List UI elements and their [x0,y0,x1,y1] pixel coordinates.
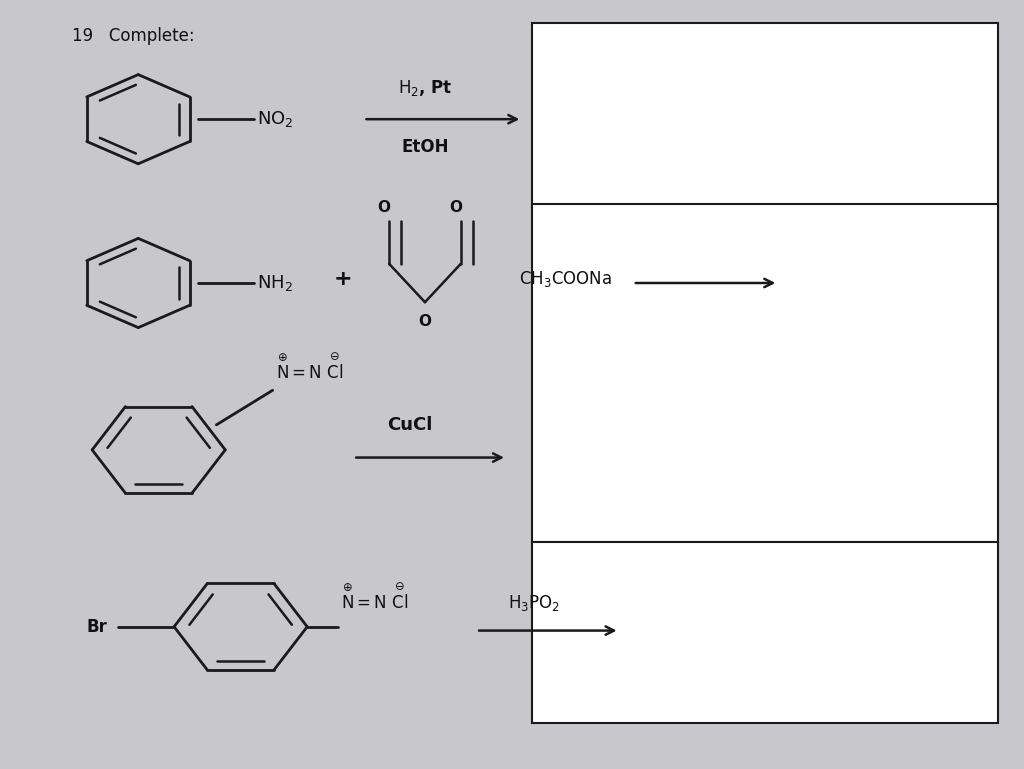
Text: $\overset{\oplus}{\mathrm{N}}{=}\mathrm{N}\ \overset{\ominus}{\mathrm{Cl}}$: $\overset{\oplus}{\mathrm{N}}{=}\mathrm{… [275,353,343,382]
Bar [532,23,998,208]
Bar [655,208,998,392]
Text: $\mathrm{H_2}$, Pt: $\mathrm{H_2}$, Pt [397,78,453,98]
Text: O: O [419,314,431,329]
Text: +: + [334,269,352,289]
Bar [532,204,998,542]
Text: $\mathrm{NH_2}$: $\mathrm{NH_2}$ [257,273,293,293]
Bar [532,542,998,723]
Text: $\mathrm{NO_2}$: $\mathrm{NO_2}$ [257,109,294,129]
Text: CuCl: CuCl [387,417,432,434]
Text: $\overset{\oplus}{\mathrm{N}}{=}\mathrm{N}\ \overset{\ominus}{\mathrm{Cl}}$: $\overset{\oplus}{\mathrm{N}}{=}\mathrm{… [341,583,409,613]
Text: O: O [450,200,462,215]
Text: $\mathrm{CH_3COONa}$: $\mathrm{CH_3COONa}$ [519,269,611,289]
Text: O: O [378,200,390,215]
Text: Br: Br [87,618,108,636]
Text: EtOH: EtOH [401,138,449,156]
Text: $\mathrm{H_3PO_2}$: $\mathrm{H_3PO_2}$ [509,593,560,613]
Text: 19   Complete:: 19 Complete: [72,27,195,45]
